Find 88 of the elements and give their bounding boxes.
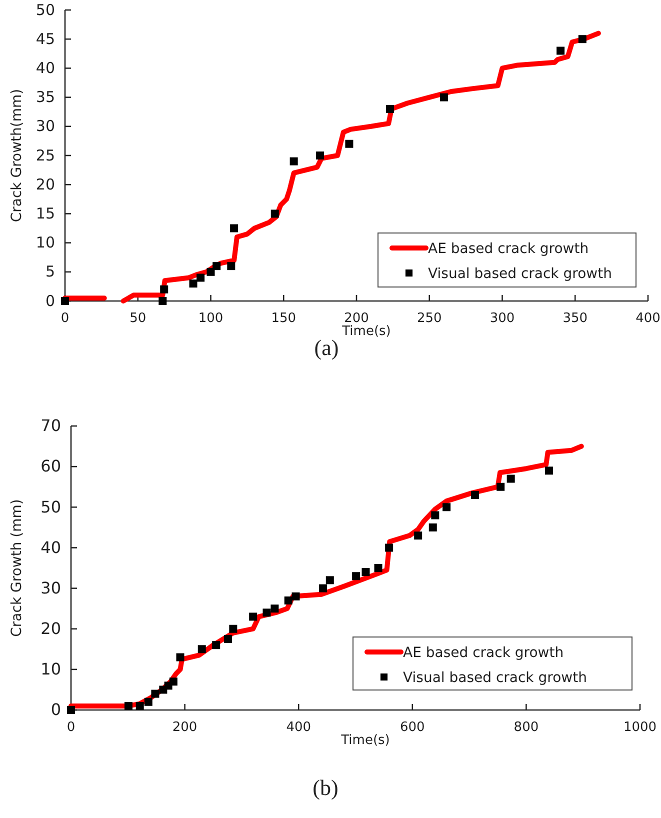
x-tick-label: 100	[198, 311, 224, 326]
x-tick-label: 250	[416, 311, 442, 326]
point	[160, 285, 168, 294]
point	[189, 280, 198, 288]
point	[352, 572, 360, 580]
point	[386, 104, 394, 113]
point	[470, 490, 479, 499]
point	[440, 93, 448, 102]
x-tick-label: 800	[514, 720, 539, 736]
y-tick-label: 15	[36, 204, 55, 222]
y-tick-label: 10	[36, 234, 55, 252]
point	[198, 645, 206, 654]
y-tick-label: 35	[36, 88, 55, 106]
point	[362, 568, 370, 576]
x-tick-label: 350	[562, 311, 588, 326]
point	[144, 698, 152, 706]
legend-label: Visual based crack growth	[428, 266, 612, 282]
point	[496, 482, 505, 491]
point	[158, 297, 167, 305]
y-tick-label: 0	[50, 700, 61, 720]
point	[227, 262, 236, 270]
point	[151, 690, 160, 698]
y-tick-label: 60	[40, 456, 61, 476]
x-axis-title: Time(s)	[341, 324, 391, 339]
point	[249, 612, 258, 621]
point	[262, 608, 271, 617]
x-tick-label: 200	[344, 311, 369, 326]
x-tick-label: 50	[130, 311, 146, 326]
y-tick-label: 5	[45, 262, 55, 281]
point	[212, 641, 220, 650]
y-tick-label: 50	[40, 497, 61, 516]
y-tick-label: 70	[40, 416, 61, 436]
y-axis-title: Crack Growth (mm)	[9, 499, 25, 637]
point	[578, 35, 586, 44]
point	[374, 564, 382, 572]
point	[544, 466, 553, 475]
point	[176, 653, 184, 662]
text: (a)	[314, 335, 339, 360]
point	[229, 624, 238, 633]
point	[224, 635, 232, 643]
point	[431, 511, 440, 520]
point	[414, 532, 422, 540]
y-tick-label: 10	[40, 660, 61, 679]
point	[556, 46, 565, 55]
y-tick-label: 30	[40, 578, 61, 598]
y-tick-label: 45	[36, 30, 55, 48]
x-tick-label: 0	[66, 720, 76, 736]
point	[196, 274, 205, 282]
y-tick-label: 50	[36, 0, 55, 19]
legend-label: AE based crack growth	[428, 241, 589, 257]
y-tick-label: 40	[40, 538, 61, 557]
y-tick-label: 20	[40, 618, 61, 638]
point	[442, 503, 451, 512]
x-tick-label: 400	[286, 720, 312, 736]
point	[270, 604, 279, 613]
point	[284, 596, 292, 604]
y-tick-label: 20	[36, 175, 55, 194]
point	[316, 152, 324, 160]
point	[319, 584, 328, 592]
legend-label: AE based crack growth	[403, 645, 564, 661]
x-tick-label: 600	[400, 720, 425, 736]
point	[212, 262, 221, 270]
x-tick-label: 150	[271, 311, 296, 326]
point	[428, 523, 437, 532]
point	[270, 210, 279, 218]
x-tick-label: 300	[490, 311, 515, 326]
y-tick-label: 0	[45, 292, 55, 310]
point	[206, 268, 215, 276]
point	[292, 592, 300, 600]
y-tick-label: 40	[36, 59, 55, 77]
point	[136, 702, 144, 710]
point	[345, 140, 354, 148]
text: (b)	[312, 775, 338, 800]
y-axis-title: Crack Growth(mm)	[9, 88, 25, 222]
point	[230, 224, 238, 232]
point	[506, 474, 515, 483]
point	[124, 702, 132, 710]
point	[290, 157, 298, 166]
x-axis-title: Time(s)	[340, 733, 390, 748]
y-tick-label: 25	[36, 146, 55, 164]
x-tick-label: 1000	[623, 720, 657, 736]
x-tick-label: 200	[172, 720, 198, 736]
legend-label: Visual based crack growth	[403, 670, 587, 686]
point	[385, 544, 394, 552]
point	[326, 576, 334, 584]
x-tick-label: 400	[636, 311, 660, 326]
y-tick-label: 30	[36, 117, 55, 136]
point	[169, 678, 178, 686]
